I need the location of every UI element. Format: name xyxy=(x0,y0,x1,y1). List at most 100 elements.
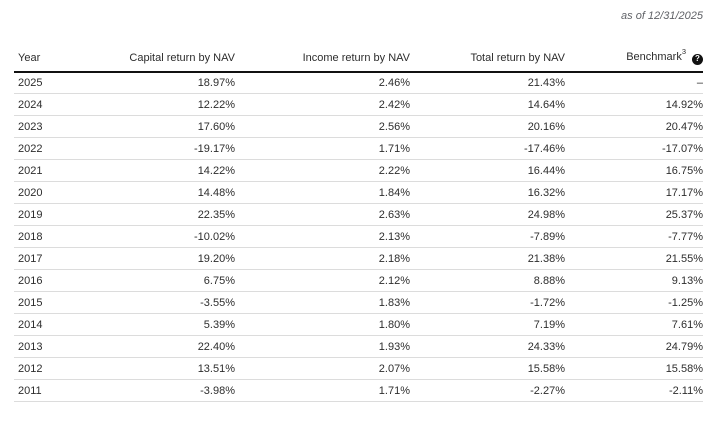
benchmark-cell: -1.25% xyxy=(565,291,703,314)
table-row: 2024 12.22% 2.42% 14.64% 14.92% xyxy=(14,93,703,116)
income-return-cell: 1.93% xyxy=(235,335,410,358)
total-return-cell: 16.32% xyxy=(410,181,565,204)
table-row: 2013 22.40% 1.93% 24.33% 24.79% xyxy=(14,335,703,358)
year-cell: 2022 xyxy=(14,137,114,160)
benchmark-cell: 24.79% xyxy=(565,335,703,358)
benchmark-cell: 21.55% xyxy=(565,247,703,270)
total-return-cell: 8.88% xyxy=(410,269,565,292)
year-cell: 2020 xyxy=(14,181,114,204)
total-return-cell: -2.27% xyxy=(410,379,565,402)
total-return-cell: 21.38% xyxy=(410,247,565,270)
benchmark-cell: 25.37% xyxy=(565,203,703,226)
capital-return-cell: 6.75% xyxy=(114,269,235,292)
year-cell: 2011 xyxy=(14,379,114,402)
year-cell: 2013 xyxy=(14,335,114,358)
table-row: 2011 -3.98% 1.71% -2.27% -2.11% xyxy=(14,379,703,402)
capital-return-cell: 5.39% xyxy=(114,313,235,336)
year-cell: 2014 xyxy=(14,313,114,336)
benchmark-cell: – xyxy=(565,71,703,94)
benchmark-cell: 9.13% xyxy=(565,269,703,292)
year-cell: 2024 xyxy=(14,93,114,116)
income-return-cell: 1.71% xyxy=(235,379,410,402)
capital-return-cell: 14.22% xyxy=(114,159,235,182)
table-row: 2020 14.48% 1.84% 16.32% 17.17% xyxy=(14,181,703,204)
table-row: 2019 22.35% 2.63% 24.98% 25.37% xyxy=(14,203,703,226)
income-return-cell: 2.18% xyxy=(235,247,410,270)
total-return-cell: -1.72% xyxy=(410,291,565,314)
capital-return-cell: 12.22% xyxy=(114,93,235,116)
capital-return-cell: 22.40% xyxy=(114,335,235,358)
income-return-cell: 1.71% xyxy=(235,137,410,160)
year-cell: 2021 xyxy=(14,159,114,182)
total-return-cell: 14.64% xyxy=(410,93,565,116)
capital-return-cell: -3.55% xyxy=(114,291,235,314)
benchmark-cell: 14.92% xyxy=(565,93,703,116)
as-of-date: as of 12/31/2025 xyxy=(621,10,703,22)
capital-return-cell: 13.51% xyxy=(114,357,235,380)
capital-return-cell: -10.02% xyxy=(114,225,235,248)
column-header-total-return: Total return by NAV xyxy=(410,51,565,73)
year-cell: 2012 xyxy=(14,357,114,380)
year-cell: 2025 xyxy=(14,71,114,94)
year-cell: 2019 xyxy=(14,203,114,226)
benchmark-cell: -7.77% xyxy=(565,225,703,248)
income-return-cell: 1.80% xyxy=(235,313,410,336)
total-return-cell: -7.89% xyxy=(410,225,565,248)
question-mark-help-icon[interactable]: ? xyxy=(692,53,703,65)
income-return-cell: 1.83% xyxy=(235,291,410,314)
benchmark-cell: 17.17% xyxy=(565,181,703,204)
table-row: 2015 -3.55% 1.83% -1.72% -1.25% xyxy=(14,291,703,314)
year-cell: 2023 xyxy=(14,115,114,138)
table-row: 2017 19.20% 2.18% 21.38% 21.55% xyxy=(14,247,703,270)
year-cell: 2016 xyxy=(14,269,114,292)
total-return-cell: 21.43% xyxy=(410,71,565,94)
capital-return-cell: 22.35% xyxy=(114,203,235,226)
income-return-cell: 1.84% xyxy=(235,181,410,204)
income-return-cell: 2.13% xyxy=(235,225,410,248)
table-row: 2023 17.60% 2.56% 20.16% 20.47% xyxy=(14,115,703,138)
capital-return-cell: 14.48% xyxy=(114,181,235,204)
annual-returns-table: Year Capital return by NAV Income return… xyxy=(14,48,703,402)
year-cell: 2018 xyxy=(14,225,114,248)
benchmark-cell: -2.11% xyxy=(565,379,703,402)
year-cell: 2015 xyxy=(14,291,114,314)
capital-return-cell: 19.20% xyxy=(114,247,235,270)
table-row: 2021 14.22% 2.22% 16.44% 16.75% xyxy=(14,159,703,182)
total-return-cell: 15.58% xyxy=(410,357,565,380)
income-return-cell: 2.22% xyxy=(235,159,410,182)
table-row: 2018 -10.02% 2.13% -7.89% -7.77% xyxy=(14,225,703,248)
total-return-cell: 16.44% xyxy=(410,159,565,182)
benchmark-label: Benchmark xyxy=(626,51,682,63)
capital-return-cell: 18.97% xyxy=(114,71,235,94)
column-header-capital-return: Capital return by NAV xyxy=(114,51,235,73)
benchmark-cell: -17.07% xyxy=(565,137,703,160)
total-return-cell: 20.16% xyxy=(410,115,565,138)
benchmark-cell: 15.58% xyxy=(565,357,703,380)
total-return-cell: 24.33% xyxy=(410,335,565,358)
income-return-cell: 2.56% xyxy=(235,115,410,138)
capital-return-cell: -19.17% xyxy=(114,137,235,160)
benchmark-cell: 16.75% xyxy=(565,159,703,182)
income-return-cell: 2.12% xyxy=(235,269,410,292)
table-row: 2025 18.97% 2.46% 21.43% – xyxy=(14,71,703,94)
table-body: 2025 18.97% 2.46% 21.43% –2024 12.22% 2.42% 14.… xyxy=(14,71,703,402)
benchmark-cell: 20.47% xyxy=(565,115,703,138)
income-return-cell: 2.46% xyxy=(235,71,410,94)
capital-return-cell: -3.98% xyxy=(114,379,235,402)
income-return-cell: 2.42% xyxy=(235,93,410,116)
table-row: 2022 -19.17% 1.71% -17.46% -17.07% xyxy=(14,137,703,160)
total-return-cell: -17.46% xyxy=(410,137,565,160)
column-header-year: Year xyxy=(14,51,114,73)
benchmark-cell: 7.61% xyxy=(565,313,703,336)
income-return-cell: 2.63% xyxy=(235,203,410,226)
table-row: 2016 6.75% 2.12% 8.88% 9.13% xyxy=(14,269,703,292)
table-header-row: Year Capital return by NAV Income return… xyxy=(14,48,703,73)
table-row: 2012 13.51% 2.07% 15.58% 15.58% xyxy=(14,357,703,380)
total-return-cell: 24.98% xyxy=(410,203,565,226)
benchmark-footnote-superscript: 3 xyxy=(681,47,686,57)
table-row: 2014 5.39% 1.80% 7.19% 7.61% xyxy=(14,313,703,336)
income-return-cell: 2.07% xyxy=(235,357,410,380)
year-cell: 2017 xyxy=(14,247,114,270)
column-header-benchmark: Benchmark3? xyxy=(565,48,703,73)
column-header-income-return: Income return by NAV xyxy=(235,51,410,73)
